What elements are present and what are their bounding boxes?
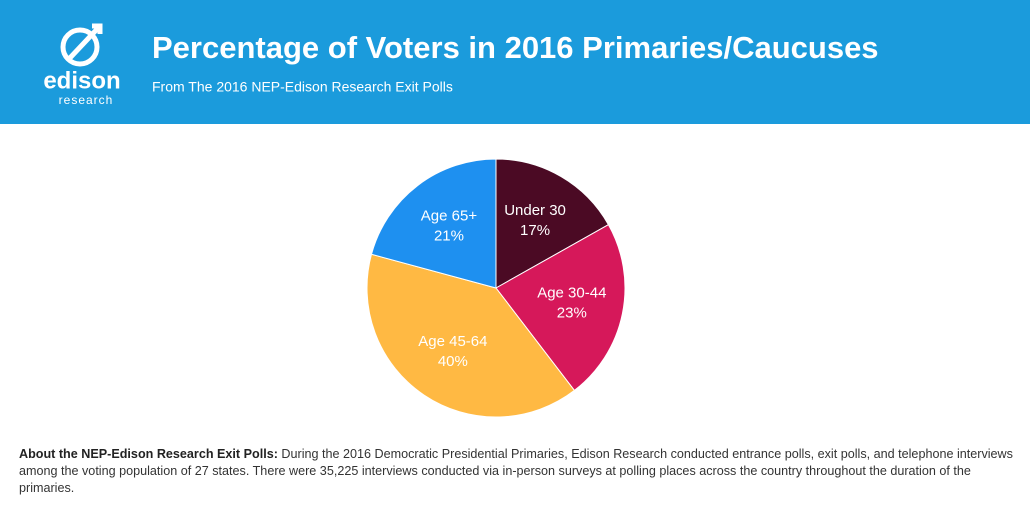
chart-subtitle: From The 2016 NEP-Edison Research Exit P… — [152, 79, 453, 95]
slice-label: Age 45-64 — [418, 333, 487, 350]
value-label: 23% — [557, 305, 587, 322]
chart-title: Percentage of Voters in 2016 Primaries/C… — [152, 30, 879, 65]
logo-sub: research — [59, 93, 114, 107]
value-label: 21% — [434, 228, 464, 245]
pie-slice — [495, 223, 626, 392]
slice-label: Under 30 — [504, 202, 566, 219]
slice-label: Age 30-44 — [537, 285, 606, 302]
pie-slice — [370, 158, 497, 289]
pie: Under 30 17% Age 30-44 23% Age 45-64 40% Age 6… — [366, 158, 626, 418]
value-label: 40% — [438, 353, 468, 370]
pie-slice — [495, 158, 610, 289]
logo-icon — [60, 23, 103, 67]
slice-label: Age 65+ — [421, 208, 478, 225]
footnote: About the NEP-Edison Research Exit Polls… — [19, 446, 1014, 497]
footnote-text: During the 2016 Democratic Presidential … — [19, 447, 1013, 495]
chart: edison research Percentage of Voters in … — [0, 0, 1030, 418]
logo-name: edison — [43, 67, 120, 94]
header-band — [0, 0, 1030, 124]
pie-slice — [366, 253, 576, 418]
footnote-label: About the NEP-Edison Research Exit Polls… — [19, 447, 278, 461]
value-label: 17% — [520, 222, 550, 239]
